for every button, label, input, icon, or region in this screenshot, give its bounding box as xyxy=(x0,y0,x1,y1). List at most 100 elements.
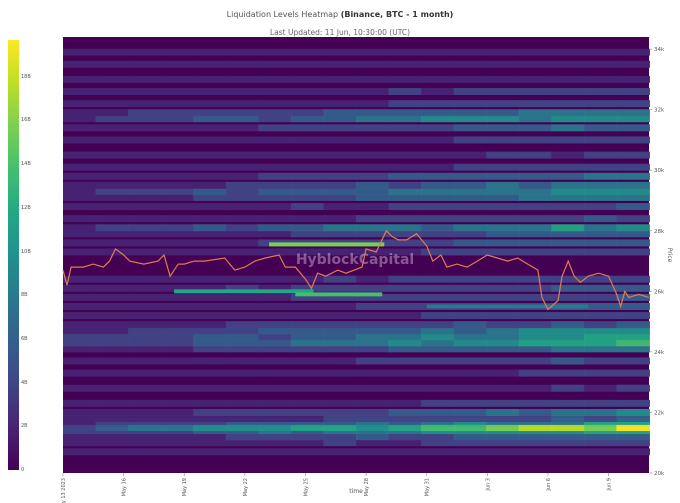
liquidation-band xyxy=(551,203,585,211)
liquidation-band xyxy=(453,275,488,283)
liquidation-band xyxy=(290,187,325,195)
liquidation-band xyxy=(616,284,650,292)
liquidation-band xyxy=(453,327,488,335)
liquidation-band xyxy=(193,215,227,223)
liquidation-band xyxy=(551,163,585,171)
liquidation-band xyxy=(486,136,520,144)
liquidation-band xyxy=(128,193,162,201)
liquidation-band xyxy=(486,75,520,83)
liquidation-band xyxy=(258,187,292,195)
liquidation-band xyxy=(225,136,260,144)
liquidation-band xyxy=(290,215,325,223)
liquidation-band xyxy=(421,384,455,392)
liquidation-band xyxy=(95,399,130,407)
liquidation-band xyxy=(128,60,162,68)
liquidation-band xyxy=(225,433,260,441)
liquidation-band xyxy=(160,321,195,329)
liquidation-band xyxy=(421,163,455,171)
liquidation-band xyxy=(193,203,227,211)
liquidation-band xyxy=(128,275,162,283)
liquidation-band xyxy=(486,275,520,283)
liquidation-band xyxy=(518,181,553,189)
liquidation-band xyxy=(486,448,520,456)
liquidation-band xyxy=(518,345,553,353)
liquidation-band xyxy=(323,424,357,432)
liquidation-band xyxy=(356,424,390,432)
liquidation-band xyxy=(421,333,455,341)
liquidation-band xyxy=(258,357,292,365)
liquidation-band xyxy=(225,448,260,456)
liquidation-band xyxy=(388,424,423,432)
liquidation-band xyxy=(616,100,650,108)
liquidation-band xyxy=(583,312,618,320)
liquidation-band xyxy=(63,136,97,144)
liquidation-band xyxy=(225,339,260,347)
liquidation-band xyxy=(388,399,423,407)
liquidation-band xyxy=(616,224,650,232)
liquidation-band xyxy=(258,333,292,341)
liquidation-band xyxy=(323,163,357,171)
liquidation-band xyxy=(290,124,325,132)
liquidation-band xyxy=(290,230,325,238)
liquidation-band xyxy=(583,408,618,416)
liquidation-band xyxy=(551,399,585,407)
liquidation-band xyxy=(160,302,195,310)
liquidation-band xyxy=(160,48,195,56)
liquidation-band xyxy=(225,187,260,195)
liquidation-band xyxy=(616,345,650,353)
liquidation-band xyxy=(128,333,162,341)
liquidation-band xyxy=(583,399,618,407)
x-tick-label: Jun 3 xyxy=(485,478,491,492)
liquidation-band xyxy=(63,275,97,283)
liquidation-band xyxy=(323,415,357,422)
liquidation-band xyxy=(323,333,357,341)
liquidation-band xyxy=(95,48,130,56)
liquidation-band xyxy=(63,60,97,68)
liquidation-band xyxy=(518,224,553,232)
liquidation-band xyxy=(583,448,618,456)
liquidation-band xyxy=(160,345,195,353)
x-tick-label: Jun 9 xyxy=(607,478,613,492)
liquidation-band xyxy=(616,193,650,201)
liquidation-band xyxy=(583,193,618,201)
x-tick-label: May 28 xyxy=(364,478,370,496)
liquidation-band xyxy=(258,109,292,117)
liquidation-band xyxy=(616,357,650,365)
liquidation-band xyxy=(258,384,292,392)
liquidation-band xyxy=(95,284,130,292)
liquidation-band xyxy=(518,333,553,341)
liquidation-band xyxy=(95,124,130,132)
liquidation-band xyxy=(486,151,520,159)
liquidation-band xyxy=(616,136,650,144)
liquidation-band xyxy=(616,181,650,189)
liquidation-band xyxy=(551,115,585,123)
liquidation-band xyxy=(95,187,130,195)
liquidation-band xyxy=(421,124,455,132)
liquidation-band xyxy=(128,88,162,95)
liquidation-band xyxy=(193,193,227,201)
liquidation-band xyxy=(453,100,488,108)
liquidation-band xyxy=(63,172,97,180)
liquidation-band xyxy=(551,193,585,201)
liquidation-band xyxy=(128,369,162,377)
liquidation-band xyxy=(388,215,423,223)
liquidation-band xyxy=(258,193,292,201)
liquidation-band xyxy=(518,124,553,132)
liquidation-band xyxy=(583,115,618,123)
liquidation-band xyxy=(128,302,162,310)
chart-subtitle: Last Updated: 11 Jun, 10:30:00 (UTC) xyxy=(269,28,411,37)
liquidation-band xyxy=(160,60,195,68)
liquidation-band xyxy=(421,312,455,320)
liquidation-band xyxy=(95,109,130,117)
liquidation-band xyxy=(486,239,520,247)
liquidation-band xyxy=(63,369,97,377)
liquidation-band xyxy=(160,439,195,447)
liquidation-band xyxy=(225,109,260,117)
liquidation-band xyxy=(193,115,227,123)
liquidation-band xyxy=(258,224,292,232)
liquidation-band xyxy=(128,248,162,256)
liquidation-band xyxy=(486,187,520,195)
liquidation-band xyxy=(583,151,618,159)
liquidation-band xyxy=(518,109,553,117)
